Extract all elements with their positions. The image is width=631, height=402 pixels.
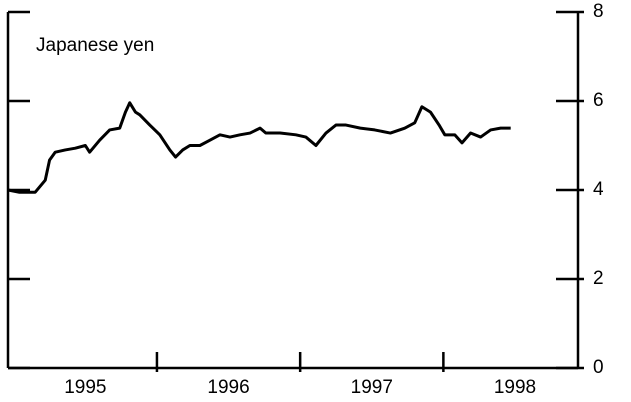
y-tick-label: 4: [593, 179, 604, 200]
y-tick-label: 0: [593, 357, 604, 378]
y-tick-label: 6: [593, 90, 604, 111]
x-tick-label: 1998: [494, 377, 536, 398]
y-tick-label: 8: [593, 1, 604, 22]
annotation: Japanese yen: [36, 35, 154, 56]
line: [7, 101, 511, 194]
x-tick-label: 1995: [64, 377, 106, 398]
x-tick-label: 1997: [351, 377, 393, 398]
y-tick-label: 2: [593, 268, 604, 289]
x-tick-label: 1996: [207, 377, 249, 398]
